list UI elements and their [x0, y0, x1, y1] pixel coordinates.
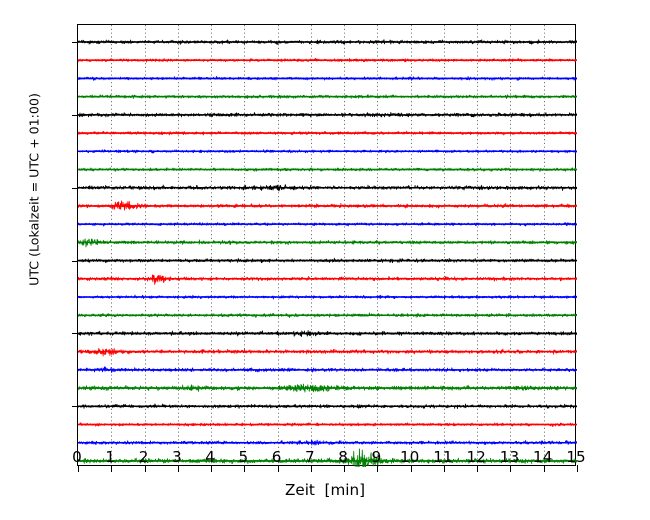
x-tick-mark — [543, 465, 545, 472]
x-tick-mark — [577, 465, 578, 472]
y-tick-mark — [71, 260, 78, 262]
x-tick-mark — [344, 465, 346, 472]
x-tick-mark — [111, 465, 113, 472]
y-tick-mark — [71, 333, 78, 335]
x-tick-mark — [510, 465, 512, 472]
x-axis-label: Zeit [min] — [284, 481, 366, 499]
plot-area — [71, 24, 578, 472]
y-tick-mark — [71, 41, 78, 43]
x-tick-mark — [443, 465, 445, 472]
x-tick-mark — [244, 465, 246, 472]
y-tick-mark — [71, 187, 78, 189]
y-tick-mark — [71, 406, 78, 408]
x-tick-mark — [310, 465, 312, 472]
x-tick-mark — [144, 465, 146, 472]
x-tick-mark — [177, 465, 179, 472]
x-tick-mark — [78, 465, 79, 472]
seismogram-traces-canvas — [78, 25, 577, 467]
x-tick-mark — [477, 465, 479, 472]
x-tick-mark — [277, 465, 279, 472]
x-tick-mark — [377, 465, 379, 472]
x-tick-mark — [410, 465, 412, 472]
y-tick-mark — [71, 114, 78, 116]
x-tick-mark — [211, 465, 213, 472]
y-axis-label: UTC (Lokalzeit = UTC + 01:00) — [26, 93, 42, 286]
